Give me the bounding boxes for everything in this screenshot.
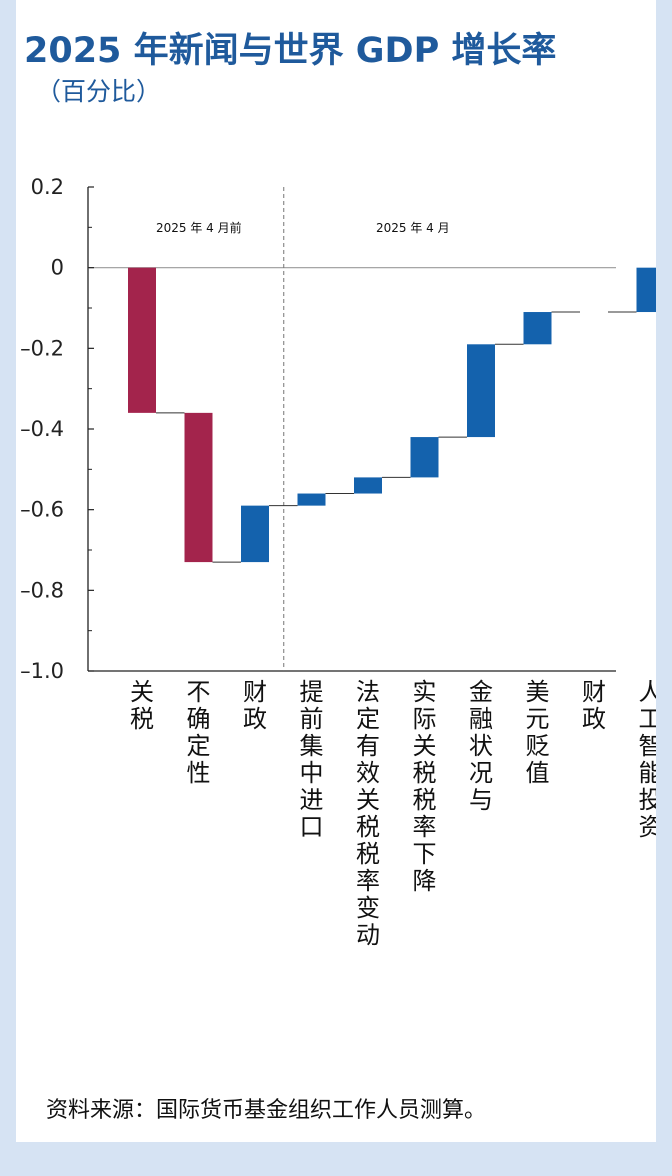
waterfall-bar <box>184 412 213 563</box>
chart-title: 2025 年新闻与世界 GDP 增长率 <box>24 31 557 71</box>
category-label: 美元贬值 <box>526 678 550 787</box>
waterfall-bar <box>467 344 495 438</box>
section-label-before-april: 2025 年 4 月前 <box>156 220 242 235</box>
category-label: 财政 <box>243 678 267 733</box>
chart-panel: 2025 年新闻与世界 GDP 增长率 （百分比） 0.2 0 –0.2 –0.4 –0… <box>16 0 656 1142</box>
y-tick-label: –0.6 <box>20 498 64 522</box>
y-tick-label: –0.4 <box>20 417 64 441</box>
category-label: 关税 <box>130 678 154 733</box>
waterfall-bar <box>410 437 439 478</box>
waterfall-bar <box>241 505 269 563</box>
category-label: 财政 <box>582 678 606 733</box>
waterfall-bar <box>523 312 552 345</box>
waterfall-bar <box>128 267 156 413</box>
waterfall-bar <box>354 477 382 494</box>
y-tick-label: 0 <box>51 256 64 280</box>
category-labels: 关税 不确定性 财政 提前集中进口 法定有效关税税率变动 实际关税税率下降 金融状况与 美元贬… <box>130 678 656 949</box>
category-label: 不确定性 <box>187 678 211 787</box>
waterfall-chart: 0.2 0 –0.2 –0.4 –0.6 –0.8 –1.0 2025 年 4 月前 2025 … <box>20 175 656 949</box>
bars <box>128 267 656 563</box>
y-tick-label: –0.2 <box>20 336 64 360</box>
category-label: 实际关税税率下降 <box>413 678 437 895</box>
category-label: 提前集中进口 <box>300 678 324 841</box>
axes: 0.2 0 –0.2 –0.4 –0.6 –0.8 –1.0 2025 年 4 月前 2025 … <box>20 175 616 683</box>
y-tick-label: –0.8 <box>20 578 64 602</box>
y-tick-label: 0.2 <box>31 175 64 199</box>
chart-subtitle: （百分比） <box>36 77 162 106</box>
section-label-april: 2025 年 4 月 <box>376 221 450 235</box>
category-label: 法定有效关税税率变动 <box>356 678 380 949</box>
y-tick-label: –1.0 <box>20 659 64 683</box>
waterfall-bar <box>636 267 656 313</box>
category-label: 金融状况与 <box>469 678 493 814</box>
source-note: 资料来源：国际货币基金组织工作人员测算。 <box>46 1098 487 1123</box>
waterfall-bar <box>297 493 326 506</box>
category-label: 人工智能投资 <box>639 678 657 841</box>
